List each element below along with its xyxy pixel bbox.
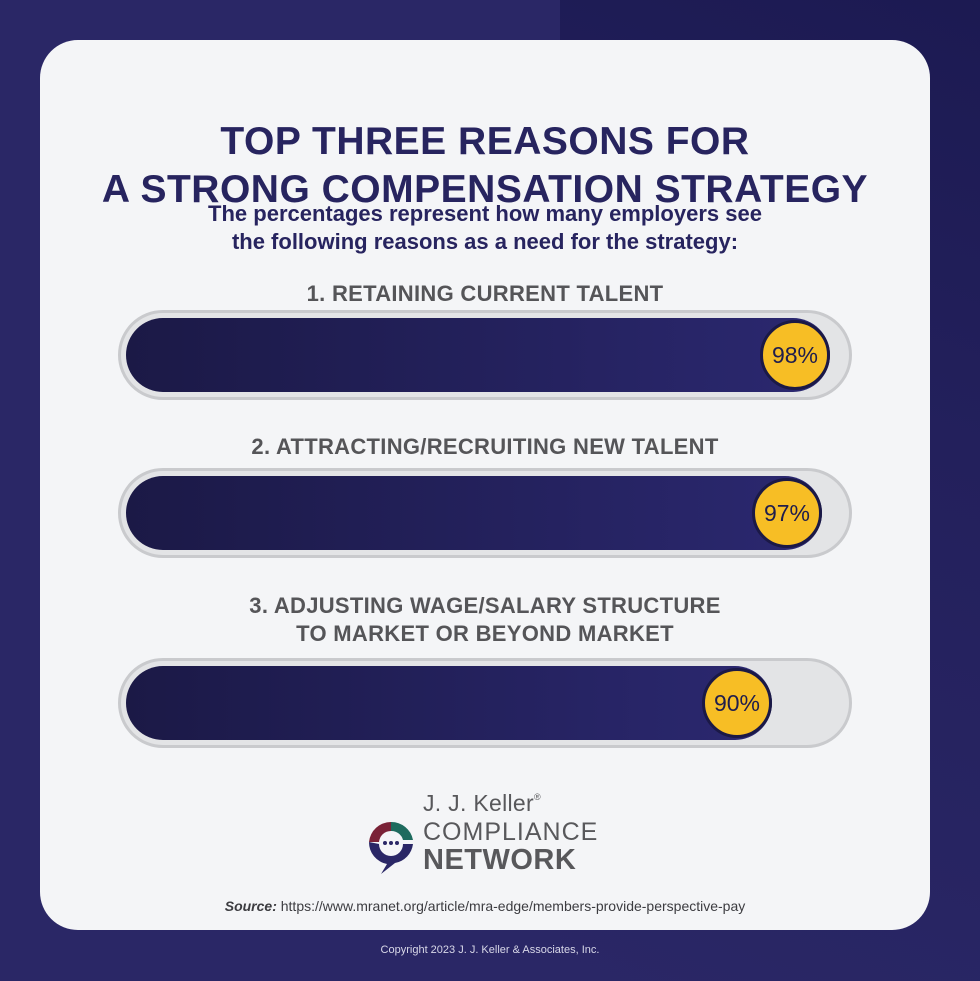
title-line-2: A STRONG COMPENSATION STRATEGY (101, 168, 869, 211)
bar-label-3: 3. ADJUSTING WAGE/SALARY STRUCTURE TO MAR… (40, 592, 930, 648)
source-label: Source: (224, 898, 277, 914)
bar-label-3-line-1: 3. ADJUSTING WAGE/SALARY STRUCTURE (249, 593, 721, 618)
bar-track-3: 90% (118, 658, 852, 748)
subtitle-line-2: the following reasons as a need for the … (231, 229, 739, 254)
infographic-card: TOP THREE REASONS FOR A STRONG COMPENSAT… (40, 40, 930, 930)
subtitle-line-1: The percentages represent how many emplo… (208, 201, 762, 226)
chart-subtitle: The percentages represent how many emplo… (40, 200, 930, 256)
value-badge-2: 97% (752, 478, 822, 548)
source-url[interactable]: https://www.mranet.org/article/mra-edge/… (280, 898, 746, 914)
logo-brand-name: J. J. Keller® (423, 790, 541, 816)
jj-keller-logo: J. J. Keller® COMPLIANCE NETWORK (365, 788, 625, 878)
bar-label-2: 2. ATTRACTING/RECRUITING NEW TALENT (40, 433, 930, 461)
bar-fill-3: 90% (126, 666, 772, 740)
chart-title: TOP THREE REASONS FOR A STRONG COMPENSAT… (40, 118, 930, 214)
bar-track-2: 97% (118, 468, 852, 558)
source-note: Source: https://www.mranet.org/article/m… (40, 898, 930, 914)
copyright: Copyright 2023 J. J. Keller & Associates… (380, 944, 600, 956)
speech-bubble-logo-icon (368, 821, 413, 874)
bar-fill-2: 97% (126, 476, 822, 550)
bar-label-3-line-2: TO MARKET OR BEYOND MARKET (296, 621, 674, 646)
registered-mark: ® (533, 792, 541, 802)
logo-network: NETWORK (423, 844, 577, 876)
bar-label-1-line-1: 1. RETAINING CURRENT TALENT (306, 281, 664, 306)
title-line-1: TOP THREE REASONS FOR (220, 120, 750, 163)
logo-compliance: COMPLIANCE (423, 818, 599, 846)
bar-label-2-line-1: 2. ATTRACTING/RECRUITING NEW TALENT (251, 434, 719, 459)
bar-label-1: 1. RETAINING CURRENT TALENT (40, 280, 930, 308)
value-badge-3: 90% (702, 668, 772, 738)
bar-fill-1: 98% (126, 318, 830, 392)
value-badge-1: 98% (760, 320, 830, 390)
bar-track-1: 98% (118, 310, 852, 400)
